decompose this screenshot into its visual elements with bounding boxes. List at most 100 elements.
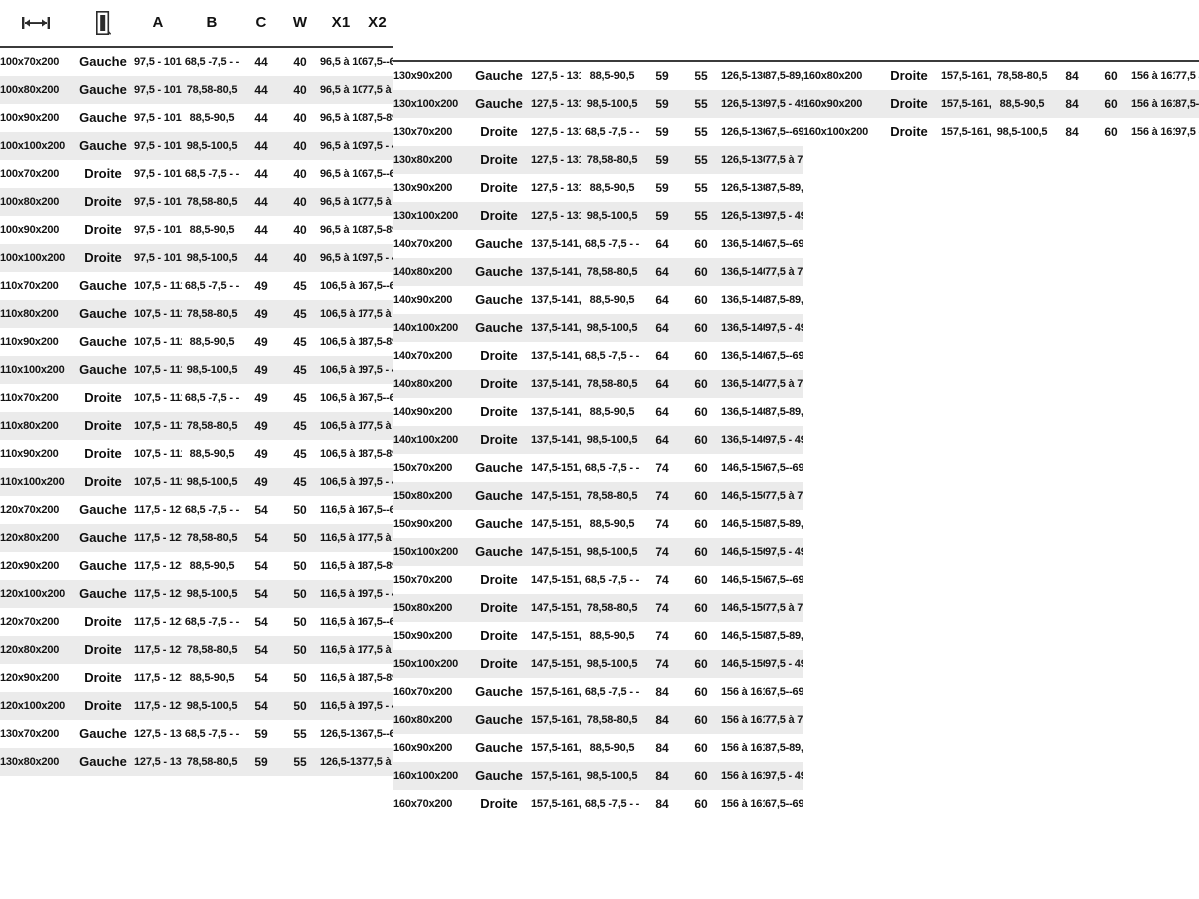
cell-a: 107,5 - 111,5 xyxy=(134,468,182,496)
cell-size: 110x70x200 xyxy=(0,384,72,412)
table-row[interactable]: 160x100x200Gauche157,5-161,598,5-100,584… xyxy=(393,762,803,790)
cell-b: 88,5-90,5 xyxy=(182,440,242,468)
table-row[interactable]: 140x100x200Droite137,5-141,598,5-100,564… xyxy=(393,426,803,454)
cell-a: 97,5 - 101,5 xyxy=(134,47,182,76)
cell-a: 97,5 - 101,5 xyxy=(134,104,182,132)
cell-b: 78,58-80,5 xyxy=(581,706,643,734)
cell-b: 98,5-100,5 xyxy=(581,90,643,118)
cell-w: 55 xyxy=(681,202,721,230)
cell-c: 64 xyxy=(643,286,681,314)
cell-b: 68,5 -7,5 - - xyxy=(182,47,242,76)
cell-x1: 116,5 à 120,5 xyxy=(320,664,362,692)
cell-a: 107,5 - 111,5 xyxy=(134,328,182,356)
column-header-w: W xyxy=(280,0,320,48)
cell-c: 74 xyxy=(643,566,681,594)
cell-b: 68,5 -7,5 - - xyxy=(182,272,242,300)
table-row[interactable]: 150x100x200Gauche147,5-151,598,5-100,574… xyxy=(393,538,803,566)
table-row[interactable]: 150x100x200Droite147,5-151,598,5-100,574… xyxy=(393,650,803,678)
table-row[interactable]: 160x100x200Droite157,5-161,598,5-100,584… xyxy=(803,118,1199,146)
cell-b: 78,58-80,5 xyxy=(581,370,643,398)
cell-x2: 87,5-89,5 xyxy=(362,328,393,356)
table-row[interactable]: 150x80x200Gauche147,5-151,578,58-80,5746… xyxy=(393,482,803,510)
cell-x1: 96,5 à 100,0 xyxy=(320,132,362,160)
table-row[interactable]: 150x80x200Droite147,5-151,578,58-80,5746… xyxy=(393,594,803,622)
table-row[interactable]: 150x90x200Droite147,5-151,588,5-90,57460… xyxy=(393,622,803,650)
cell-b: 88,5-90,5 xyxy=(581,62,643,90)
table-row[interactable]: 150x90x200Gauche147,5-151,588,5-90,57460… xyxy=(393,510,803,538)
cell-x1: 156 à 1610,5 xyxy=(721,762,765,790)
cell-w: 45 xyxy=(280,356,320,384)
cell-b: 78,58-80,5 xyxy=(182,300,242,328)
column-header-c: C xyxy=(242,0,280,48)
cell-c: 44 xyxy=(242,47,280,76)
cell-x2: 77,5 à 77,5 à 79,5 xyxy=(765,370,803,398)
cell-w: 55 xyxy=(280,720,320,748)
cell-side: Droite xyxy=(467,202,531,230)
table-row[interactable]: 160x90x200Droite157,5-161,588,5-90,58460… xyxy=(803,90,1199,118)
table-row[interactable]: 140x90x200Gauche137,5-141,588,5-90,56460… xyxy=(393,286,803,314)
table-row[interactable]: 140x100x200Gauche137,5-141,598,5-100,564… xyxy=(393,314,803,342)
cell-side: Droite xyxy=(72,412,134,440)
table-row[interactable]: 140x80x200Gauche137,5-141,578,58-80,5646… xyxy=(393,258,803,286)
cell-b: 98,5-100,5 xyxy=(991,118,1053,146)
cell-c: 84 xyxy=(1053,118,1091,146)
column-header-x1: X1 xyxy=(320,0,362,48)
cell-side: Droite xyxy=(877,90,941,118)
cell-a: 157,5-161,5 xyxy=(941,118,991,146)
cell-size: 120x80x200 xyxy=(0,524,72,552)
cell-side: Droite xyxy=(877,118,941,146)
cell-c: 84 xyxy=(643,706,681,734)
cell-b: 78,58-80,5 xyxy=(182,412,242,440)
table-row[interactable]: 140x80x200Droite137,5-141,578,58-80,5646… xyxy=(393,370,803,398)
cell-size: 140x100x200 xyxy=(393,314,467,342)
cell-x2: 87,5-89,5 xyxy=(362,216,393,244)
cell-c: 44 xyxy=(242,160,280,188)
table-row[interactable]: 160x80x200Gauche157,5-161,578,58-80,5846… xyxy=(393,706,803,734)
table-row[interactable]: 160x80x200Droite157,5-161,578,58-80,5846… xyxy=(803,62,1199,90)
cell-side: Gauche xyxy=(467,314,531,342)
table-row[interactable]: 140x90x200Droite137,5-141,588,5-90,56460… xyxy=(393,398,803,426)
cell-b: 78,58-80,5 xyxy=(182,524,242,552)
table-row[interactable]: 160x90x200Gauche157,5-161,588,5-90,58460… xyxy=(393,734,803,762)
